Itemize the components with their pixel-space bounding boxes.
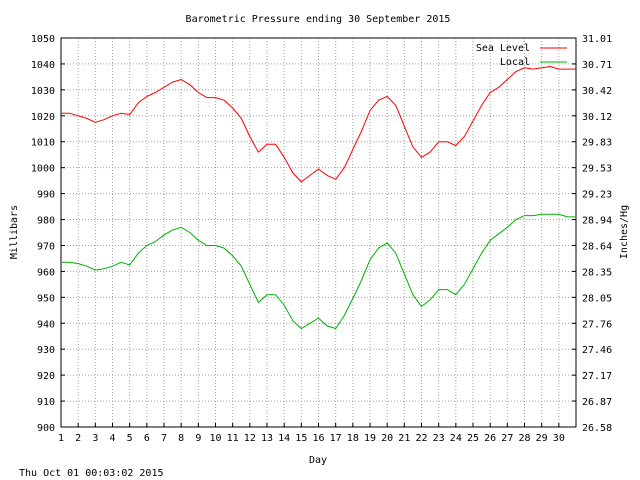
y2-tick-label: 30.12 bbox=[582, 112, 612, 123]
y-tick-label: 920 bbox=[37, 371, 55, 382]
y-tick-label: 1010 bbox=[31, 138, 55, 149]
x-tick-label: 18 bbox=[347, 433, 359, 444]
x-tick-label: 6 bbox=[144, 433, 150, 444]
y2-tick-label: 30.42 bbox=[582, 86, 612, 97]
y-tick-label: 1050 bbox=[31, 34, 55, 45]
y-tick-label: 950 bbox=[37, 293, 55, 304]
x-tick-label: 8 bbox=[178, 433, 184, 444]
y-tick-label: 910 bbox=[37, 397, 55, 408]
chart-title: Barometric Pressure ending 30 September … bbox=[186, 14, 451, 25]
x-tick-label: 12 bbox=[244, 433, 256, 444]
y-tick-label: 930 bbox=[37, 345, 55, 356]
x-tick-label: 5 bbox=[127, 433, 133, 444]
y2-tick-label: 26.87 bbox=[582, 397, 612, 408]
y2-tick-label: 29.53 bbox=[582, 164, 612, 175]
x-tick-label: 21 bbox=[398, 433, 410, 444]
x-tick-label: 3 bbox=[92, 433, 98, 444]
y-tick-label: 990 bbox=[37, 190, 55, 201]
y2-tick-label: 27.46 bbox=[582, 345, 612, 356]
timestamp: Thu Oct 01 00:03:02 2015 bbox=[19, 468, 164, 479]
x-tick-label: 1 bbox=[58, 433, 64, 444]
y-tick-label: 1020 bbox=[31, 112, 55, 123]
y2-tick-label: 29.23 bbox=[582, 190, 612, 201]
x-tick-label: 27 bbox=[501, 433, 513, 444]
legend-label-local: Local bbox=[500, 57, 530, 68]
y-tick-label: 980 bbox=[37, 216, 55, 227]
x-tick-label: 4 bbox=[109, 433, 115, 444]
y-tick-label: 940 bbox=[37, 319, 55, 330]
x-tick-label: 30 bbox=[553, 433, 565, 444]
grid bbox=[61, 38, 576, 427]
y-tick-label: 1000 bbox=[31, 164, 55, 175]
x-tick-label: 9 bbox=[195, 433, 201, 444]
y2-tick-label: 27.76 bbox=[582, 319, 612, 330]
x-tick-label: 24 bbox=[450, 433, 462, 444]
legend: Sea Level Local bbox=[476, 43, 567, 68]
x-tick-label: 25 bbox=[467, 433, 479, 444]
x-tick-label: 16 bbox=[312, 433, 324, 444]
y-tick-label: 960 bbox=[37, 267, 55, 278]
y2-tick-label: 28.64 bbox=[582, 241, 612, 252]
y2-tick-label: 28.35 bbox=[582, 267, 612, 278]
legend-label-sea-level: Sea Level bbox=[476, 43, 530, 54]
x-tick-label: 28 bbox=[518, 433, 530, 444]
y2-axis-label: Inches/Hg bbox=[619, 205, 630, 259]
x-tick-label: 13 bbox=[261, 433, 273, 444]
ticks: 1 2 3 4 5 6 7 8 9 10 11 12 13 14 15 16 17 18 19 20 21 22 23 24 2… bbox=[31, 34, 612, 444]
x-tick-label: 26 bbox=[484, 433, 496, 444]
y-tick-label: 900 bbox=[37, 423, 55, 434]
y-tick-label: 970 bbox=[37, 241, 55, 252]
series-line-sea-level bbox=[61, 65, 576, 183]
x-tick-label: 11 bbox=[227, 433, 239, 444]
x-tick-label: 10 bbox=[209, 433, 221, 444]
series-line-local bbox=[61, 213, 576, 330]
x-tick-label: 19 bbox=[364, 433, 376, 444]
y2-tick-label: 30.71 bbox=[582, 60, 612, 71]
x-tick-label: 15 bbox=[295, 433, 307, 444]
y2-tick-label: 27.17 bbox=[582, 371, 612, 382]
y2-tick-label: 28.05 bbox=[582, 293, 612, 304]
series-layer bbox=[61, 65, 576, 330]
x-tick-label: 22 bbox=[415, 433, 427, 444]
y2-tick-label: 31.01 bbox=[582, 34, 612, 45]
y-tick-label: 1040 bbox=[31, 60, 55, 71]
x-tick-label: 7 bbox=[161, 433, 167, 444]
x-axis-label: Day bbox=[309, 455, 327, 466]
y-tick-label: 1030 bbox=[31, 86, 55, 97]
y2-tick-label: 26.58 bbox=[582, 423, 612, 434]
x-tick-label: 29 bbox=[536, 433, 548, 444]
y2-tick-label: 29.83 bbox=[582, 138, 612, 149]
x-tick-label: 23 bbox=[433, 433, 445, 444]
y-axis-label: Millibars bbox=[9, 205, 20, 259]
x-tick-label: 14 bbox=[278, 433, 290, 444]
x-tick-label: 20 bbox=[381, 433, 393, 444]
x-tick-label: 2 bbox=[75, 433, 81, 444]
x-tick-label: 17 bbox=[330, 433, 342, 444]
y2-tick-label: 28.94 bbox=[582, 216, 612, 227]
